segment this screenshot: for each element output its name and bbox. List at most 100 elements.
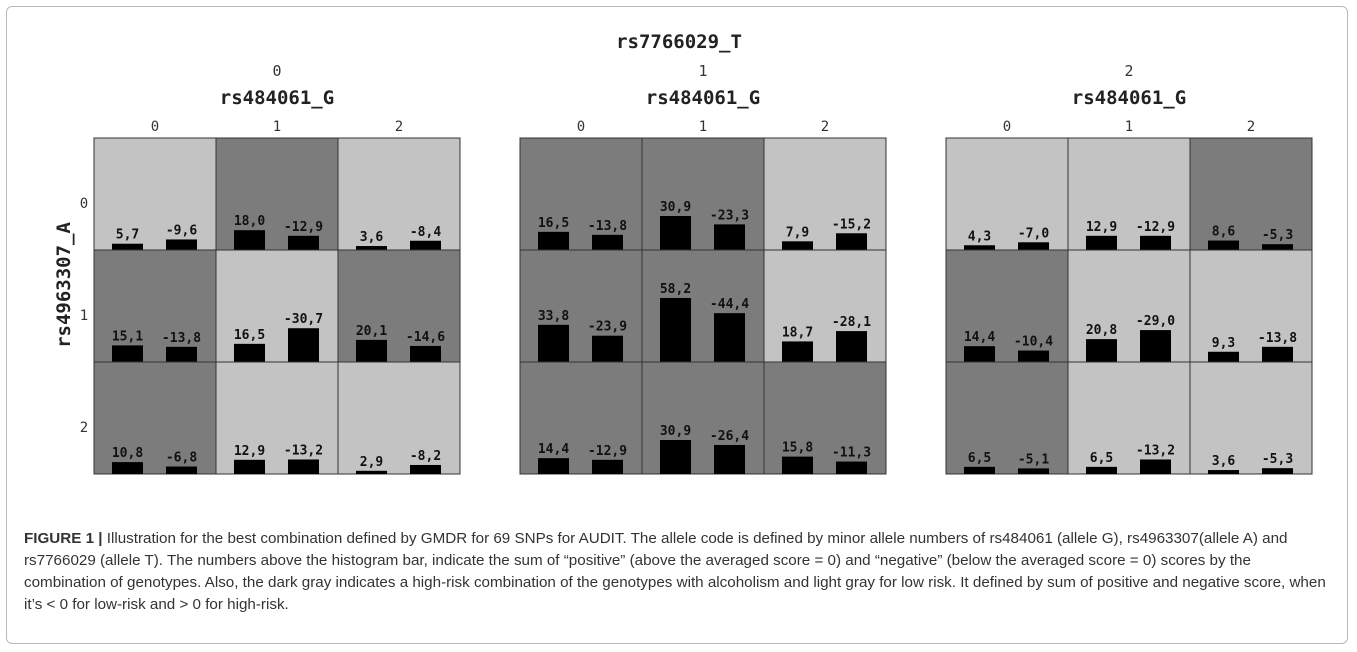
negative-score-bar — [1018, 468, 1049, 474]
negative-score-bar — [166, 239, 197, 250]
low-risk-cell — [945, 137, 1069, 251]
positive-score-label: 20,8 — [1086, 323, 1117, 338]
positive-score-bar — [1208, 470, 1239, 474]
positive-score-bar — [964, 245, 995, 250]
positive-score-label: 16,5 — [234, 328, 265, 343]
positive-score-label: 2,9 — [360, 455, 383, 470]
positive-score-bar — [234, 343, 265, 362]
negative-score-bar — [166, 346, 197, 362]
column-tick-label: 0 — [1003, 119, 1011, 135]
negative-score-label: -14,6 — [406, 330, 445, 345]
positive-score-label: 7,9 — [786, 225, 809, 240]
negative-score-label: -11,3 — [832, 446, 871, 461]
panel-column-axis-label: rs484061_G — [220, 87, 334, 109]
negative-score-label: -12,9 — [1136, 220, 1175, 235]
low-risk-cell — [1189, 361, 1313, 475]
row-axis-label: rs4963307_A — [53, 222, 75, 348]
positive-score-label: 15,8 — [782, 441, 813, 456]
positive-score-label: 8,6 — [1212, 225, 1236, 240]
column-tick-label: 2 — [1247, 119, 1255, 135]
positive-score-bar — [964, 346, 995, 362]
positive-score-label: 10,8 — [112, 446, 143, 461]
negative-score-label: -8,2 — [410, 449, 441, 464]
negative-score-label: -6,8 — [166, 451, 197, 466]
negative-score-label: -7,0 — [1018, 226, 1049, 241]
positive-score-label: 18,0 — [234, 214, 265, 229]
positive-score-label: 15,1 — [112, 329, 143, 344]
high-risk-cell — [763, 361, 887, 475]
negative-score-bar — [714, 224, 745, 250]
row-tick-label: 1 — [80, 308, 88, 324]
positive-score-label: 3,6 — [360, 230, 384, 245]
negative-score-bar — [714, 444, 745, 474]
positive-score-bar — [1086, 466, 1117, 474]
positive-score-bar — [660, 440, 691, 474]
positive-score-bar — [234, 459, 265, 474]
positive-score-bar — [538, 458, 569, 474]
negative-score-bar — [1140, 330, 1171, 362]
positive-score-label: 14,4 — [538, 442, 569, 457]
row-tick-label: 2 — [80, 420, 88, 436]
caption-label: FIGURE 1 | — [24, 530, 103, 547]
negative-score-label: -12,9 — [284, 220, 323, 235]
negative-score-bar — [592, 234, 623, 250]
panel-label: 0 — [272, 62, 281, 80]
negative-score-bar — [288, 459, 319, 474]
positive-score-bar — [660, 297, 691, 362]
negative-score-bar — [592, 335, 623, 362]
negative-score-bar — [836, 461, 867, 474]
negative-score-label: -44,4 — [710, 297, 749, 312]
negative-score-label: -29,0 — [1136, 314, 1175, 329]
high-risk-cell — [519, 361, 643, 475]
negative-score-label: -5,1 — [1018, 452, 1049, 467]
negative-score-label: -26,4 — [710, 429, 749, 444]
positive-score-label: 30,9 — [660, 200, 691, 215]
positive-score-bar — [660, 216, 691, 250]
negative-score-label: -8,4 — [410, 225, 441, 240]
positive-score-label: 58,2 — [660, 282, 691, 297]
negative-score-bar — [1262, 346, 1293, 362]
negative-score-label: -5,3 — [1262, 452, 1293, 467]
negative-score-label: -23,9 — [588, 320, 627, 335]
negative-score-bar — [592, 459, 623, 474]
positive-score-label: 9,3 — [1212, 336, 1235, 351]
gmdr-chart: rs7766029_T rs4963307_A 0 rs484061_G 0 1 2 5,… — [53, 31, 1313, 475]
negative-score-label: -10,4 — [1014, 335, 1053, 350]
positive-score-bar — [538, 324, 569, 362]
positive-score-label: 20,1 — [356, 324, 387, 339]
low-risk-cell — [215, 361, 339, 475]
low-risk-cell — [1067, 361, 1191, 475]
positive-score-label: 33,8 — [538, 309, 569, 324]
high-risk-cell — [93, 249, 217, 363]
high-risk-cell — [945, 249, 1069, 363]
column-tick-label: 2 — [821, 119, 829, 135]
positive-score-bar — [356, 246, 387, 250]
positive-score-label: 3,6 — [1212, 454, 1236, 469]
negative-score-label: -13,2 — [1136, 443, 1175, 458]
positive-score-label: 16,5 — [538, 216, 569, 231]
positive-score-bar — [234, 230, 265, 250]
column-tick-label: 0 — [151, 119, 159, 135]
row-tick-label: 0 — [80, 196, 88, 212]
positive-score-bar — [112, 345, 143, 362]
negative-score-label: -13,8 — [588, 219, 627, 234]
negative-score-label: -5,3 — [1262, 228, 1293, 243]
positive-score-bar — [1208, 240, 1239, 250]
positive-score-label: 6,5 — [1090, 451, 1113, 466]
positive-score-bar — [112, 243, 143, 250]
low-risk-cell — [763, 137, 887, 251]
low-risk-cell — [337, 137, 461, 251]
column-tick-label: 1 — [273, 119, 281, 135]
positive-score-bar — [1208, 351, 1239, 362]
column-tick-label: 0 — [577, 119, 585, 135]
negative-score-bar — [1262, 468, 1293, 474]
negative-score-label: -23,3 — [710, 208, 749, 223]
caption-text: Illustration for the best combination de… — [24, 530, 1326, 613]
negative-score-label: -15,2 — [832, 217, 871, 232]
negative-score-bar — [1262, 244, 1293, 250]
positive-score-label: 14,4 — [964, 330, 995, 345]
positive-score-label: 18,7 — [782, 325, 813, 340]
positive-score-label: 30,9 — [660, 424, 691, 439]
negative-score-label: -13,2 — [284, 443, 323, 458]
low-risk-cell — [337, 361, 461, 475]
